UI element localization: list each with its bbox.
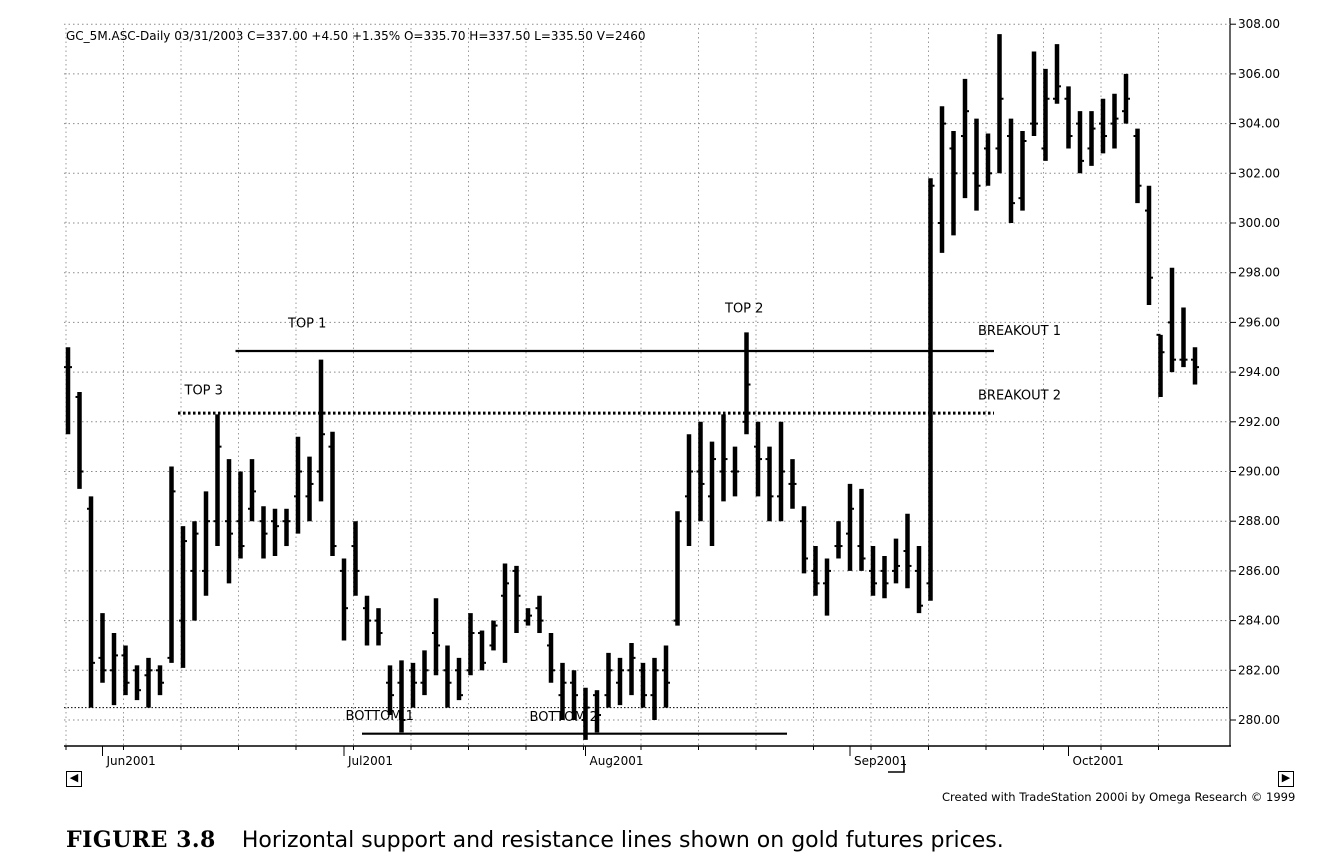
- caption-text: Horizontal support and resistance lines …: [241, 828, 1004, 853]
- y-tick-label: 304.00: [1238, 117, 1280, 131]
- y-tick-label: 286.00: [1238, 564, 1280, 578]
- annotation-top-1: TOP 1: [287, 316, 326, 331]
- y-tick-label: 292.00: [1238, 415, 1280, 429]
- y-tick-label: 294.00: [1238, 365, 1280, 379]
- x-tick-label: Jun2001: [106, 754, 156, 768]
- y-tick-label: 306.00: [1238, 67, 1280, 81]
- annotation-breakout-2: BREAKOUT 2: [978, 388, 1061, 403]
- chart-header: GC_5M.ASC-Daily 03/31/2003 C=337.00 +4.5…: [66, 29, 646, 43]
- chart-container: 308.00 306.00 304.00 302.00 300.00 298.00 296.…: [64, 17, 1295, 804]
- y-tick-label: 280.00: [1238, 713, 1280, 727]
- scroll-right-button[interactable]: ▶: [1278, 771, 1294, 787]
- figure-caption: FIGURE 3.8 Horizontal support and resista…: [66, 826, 1004, 853]
- annotation-bottom-2: BOTTOM 2: [530, 710, 598, 725]
- annotation-breakout-1: BREAKOUT 1: [978, 324, 1061, 339]
- x-tick-label: Jul2001: [347, 754, 393, 768]
- y-tick-label: 302.00: [1238, 166, 1280, 180]
- y-tick-label: 288.00: [1238, 514, 1280, 528]
- y-tick-label: 308.00: [1238, 17, 1280, 31]
- footer-credit: Created with TradeStation 2000i by Omega…: [942, 790, 1295, 804]
- annotation-top-2: TOP 2: [724, 301, 763, 316]
- figure-number: FIGURE 3.8: [66, 827, 216, 853]
- scroll-marker: [888, 760, 905, 773]
- x-tick-label: Aug2001: [590, 754, 644, 768]
- y-tick-label: 282.00: [1238, 663, 1280, 677]
- x-tick-label: Sep2001: [854, 754, 907, 768]
- scroll-left-button[interactable]: ◀: [66, 771, 82, 787]
- annotation-bottom-1: BOTTOM 1: [346, 709, 414, 724]
- ohlc-chart: 308.00 306.00 304.00 302.00 300.00 298.00 296.…: [64, 17, 1295, 804]
- y-tick-label: 290.00: [1238, 465, 1280, 479]
- annotation-top-3: TOP 3: [184, 383, 223, 398]
- y-tick-label: 296.00: [1238, 315, 1280, 329]
- y-tick-label: 284.00: [1238, 614, 1280, 628]
- y-tick-label: 300.00: [1238, 216, 1280, 230]
- y-tick-label: 298.00: [1238, 266, 1280, 280]
- x-tick-label: Oct2001: [1073, 754, 1124, 768]
